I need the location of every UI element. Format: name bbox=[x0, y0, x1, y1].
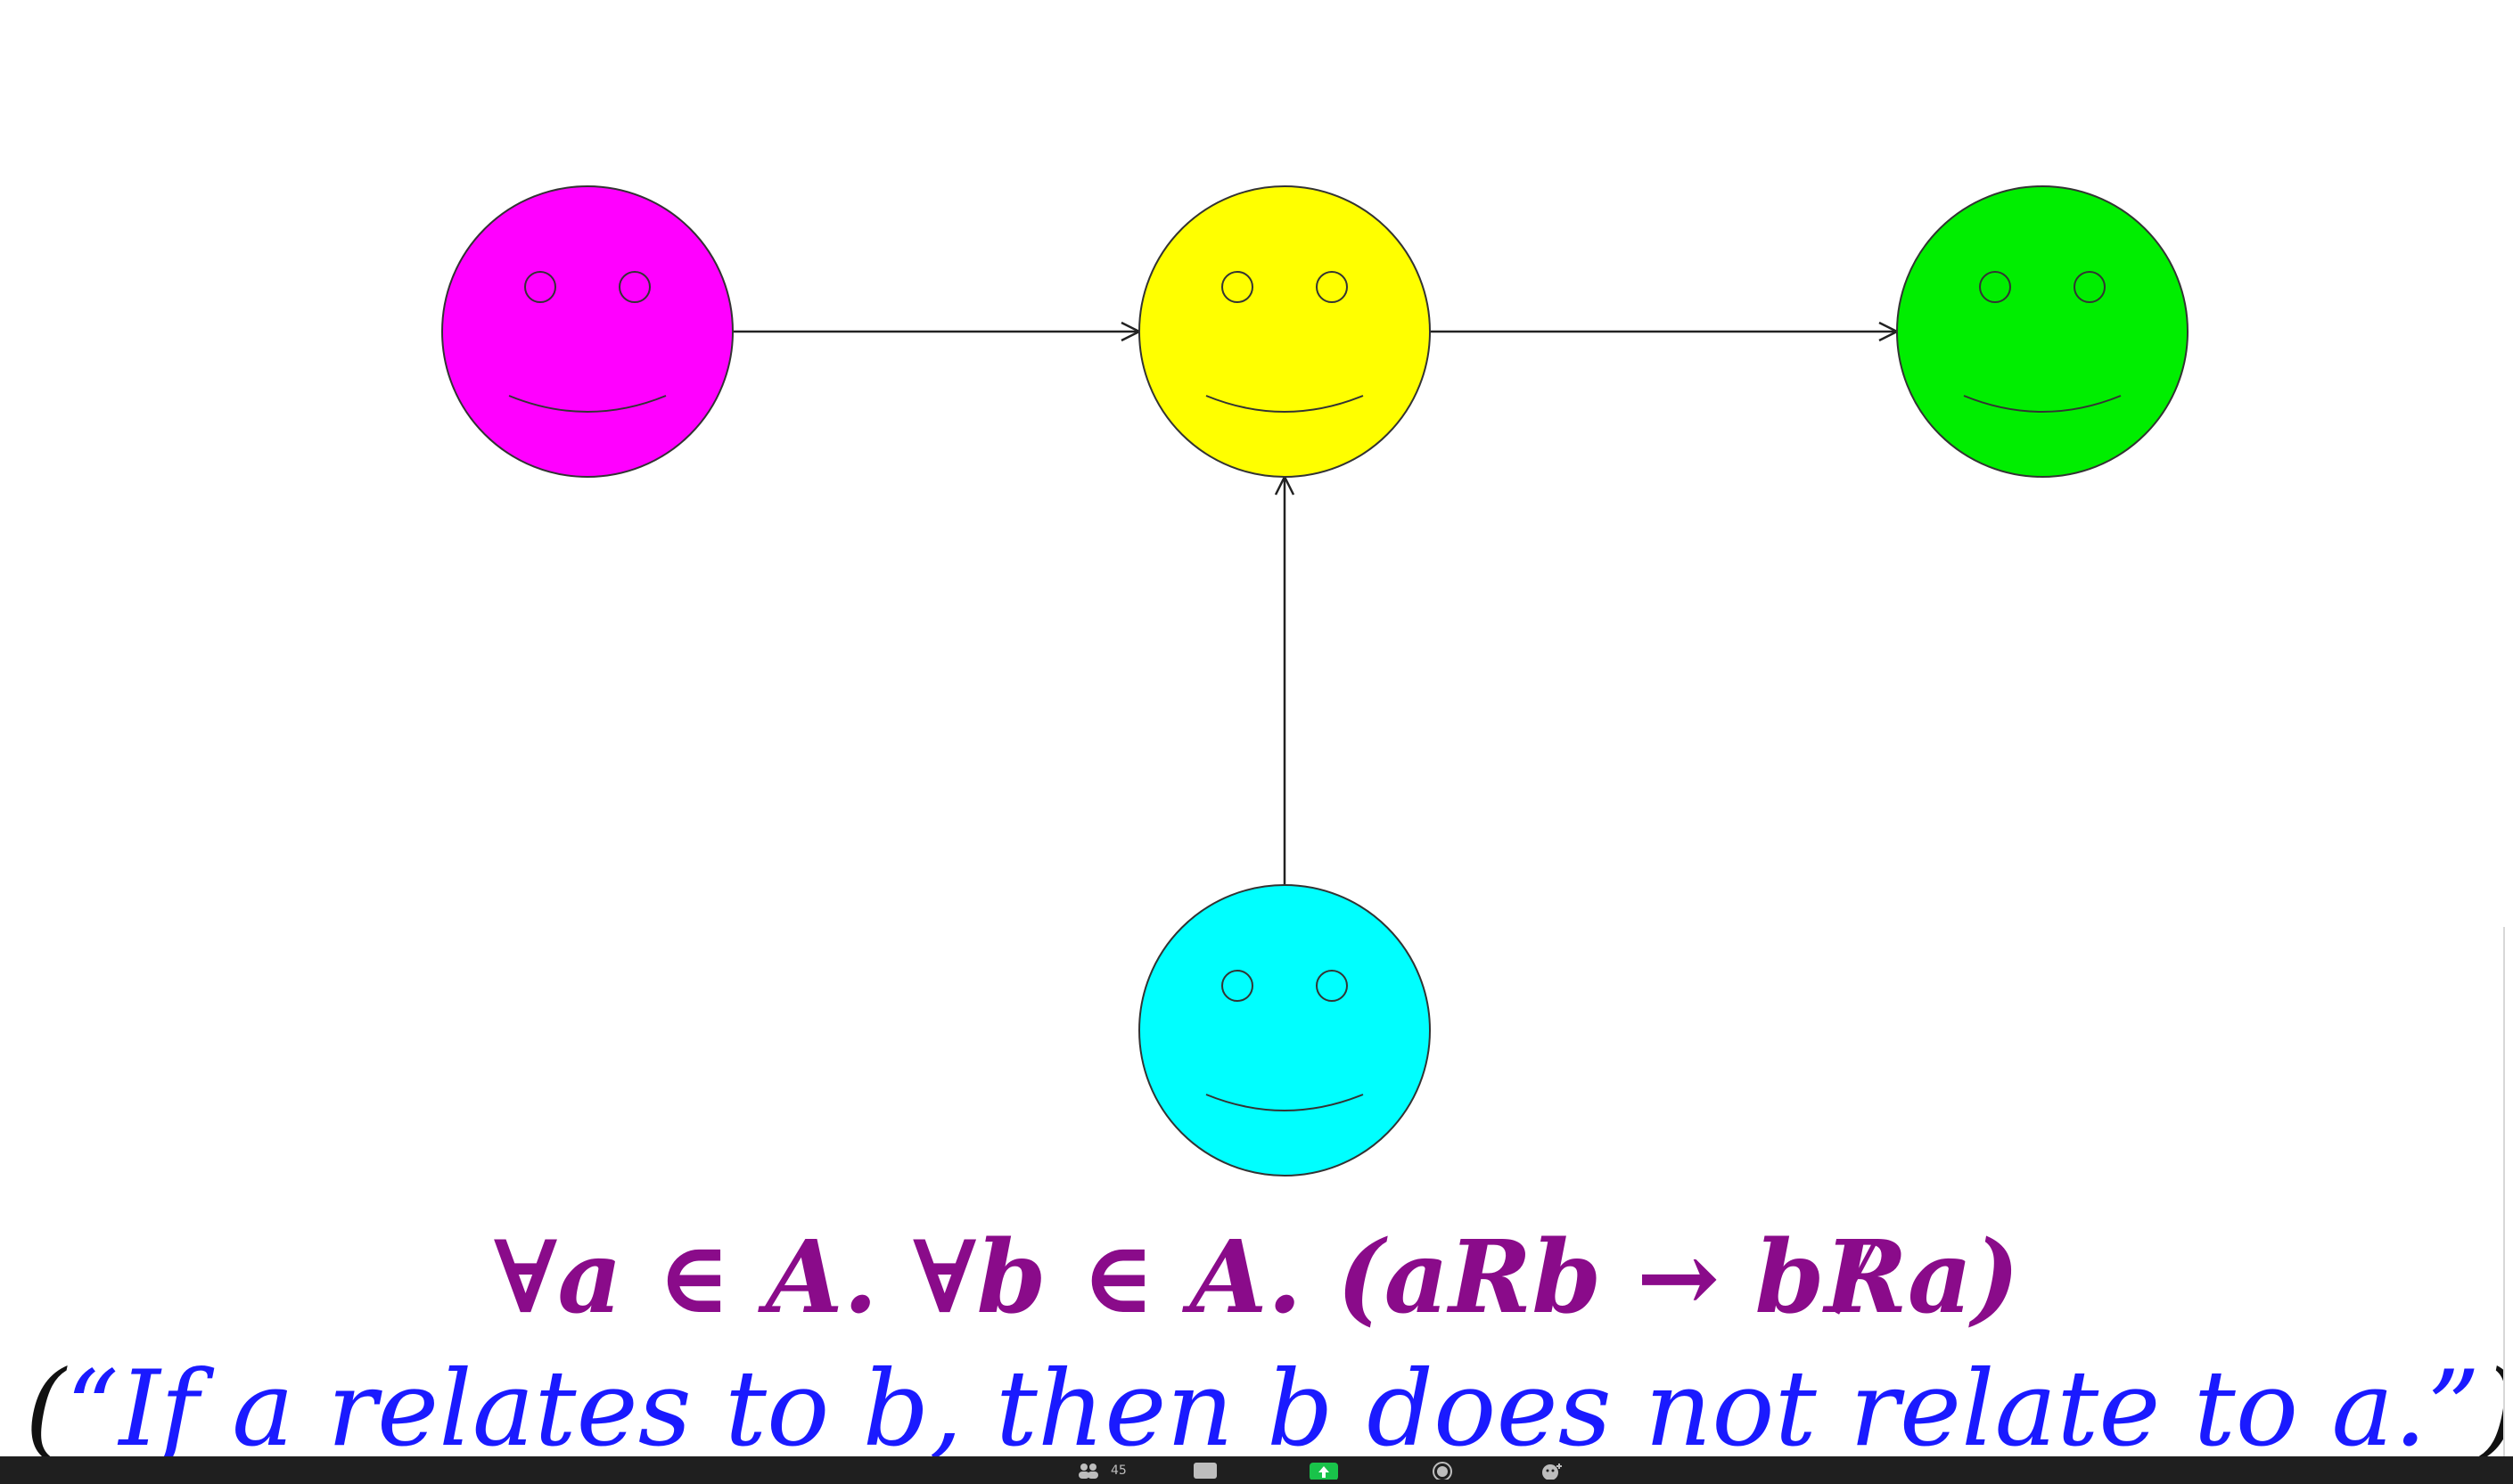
left-eye bbox=[1221, 970, 1253, 1002]
chat-icon[interactable] bbox=[1193, 1462, 1218, 1480]
asymmetry-formula: ∀a ∈ A. ∀b ∈ A. (aRb → bRa) bbox=[493, 1219, 2020, 1336]
smile bbox=[1205, 1094, 1364, 1111]
not-related-symbol: R bbox=[1824, 1219, 1908, 1336]
face bbox=[1138, 884, 1431, 1177]
participants-icon[interactable] bbox=[1077, 1462, 1100, 1480]
share-screen-icon[interactable] bbox=[1309, 1462, 1339, 1480]
record-icon[interactable] bbox=[1432, 1462, 1453, 1480]
face bbox=[1138, 185, 1431, 478]
right-eye bbox=[619, 271, 651, 303]
meeting-taskbar: 45 bbox=[0, 1456, 2513, 1484]
right-eye bbox=[1316, 970, 1348, 1002]
smiley-yellow bbox=[1138, 185, 1431, 478]
smile bbox=[1205, 395, 1364, 413]
participants-count: 45 bbox=[1111, 1464, 1127, 1478]
left-eye bbox=[524, 271, 556, 303]
reactions-icon[interactable] bbox=[1540, 1462, 1565, 1480]
left-eye bbox=[1221, 271, 1253, 303]
smiley-magenta bbox=[441, 185, 734, 478]
left-eye bbox=[1979, 271, 2011, 303]
caption-text: “If a relates to b, then b does not rela… bbox=[65, 1348, 2481, 1470]
right-eye bbox=[1316, 271, 1348, 303]
face bbox=[441, 185, 734, 478]
side-panel-edge bbox=[2503, 927, 2513, 1462]
smile bbox=[508, 395, 667, 413]
smiley-cyan bbox=[1138, 884, 1431, 1177]
smiley-green bbox=[1896, 185, 2189, 478]
face bbox=[1896, 185, 2189, 478]
smile bbox=[1963, 395, 2122, 413]
formula-caption: (“If a relates to b, then b does not rel… bbox=[25, 1348, 2513, 1470]
right-eye bbox=[2074, 271, 2106, 303]
